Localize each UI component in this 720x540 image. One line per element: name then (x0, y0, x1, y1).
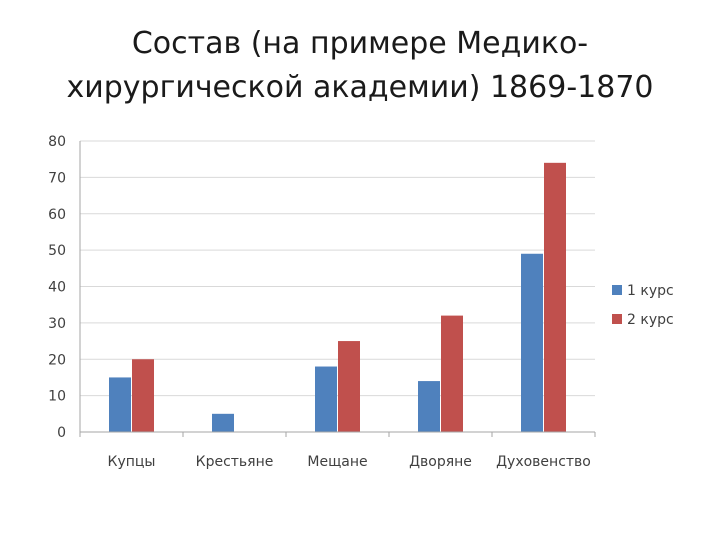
y-tick-label: 10 (48, 389, 66, 405)
y-tick-label: 30 (48, 316, 66, 332)
legend-label: 1 курс (627, 283, 674, 299)
legend-swatch (612, 285, 622, 295)
gridlines (80, 140, 595, 397)
y-tick-label: 0 (57, 425, 66, 441)
title-line-1: Состав (на примере Медико- (131, 26, 589, 61)
x-tick-label: Духовенство (496, 454, 591, 470)
bar (418, 381, 440, 432)
slide-title: Состав (на примере Медико- хирургической… (0, 22, 720, 110)
legend-label: 2 курс (627, 312, 674, 328)
y-axis-ticks: 0 10 20 30 40 50 60 70 80 (48, 134, 66, 441)
legend: 1 курс 2 курс (612, 283, 674, 328)
bar (109, 377, 131, 432)
y-tick-label: 80 (48, 134, 66, 150)
bar (441, 315, 463, 432)
x-tick-label: Купцы (108, 454, 156, 470)
y-tick-label: 20 (48, 352, 66, 368)
legend-swatch (612, 314, 622, 324)
bar (212, 413, 234, 432)
bar (338, 341, 360, 432)
y-tick-label: 70 (48, 170, 66, 186)
x-tick-label: Крестьяне (196, 454, 274, 470)
bar (544, 162, 566, 432)
title-line-2: хирургической академии) 1869-1870 (66, 70, 654, 105)
bar (315, 366, 337, 432)
x-axis-labels: Купцы Крестьяне Мещане Дворяне Духовенство (108, 454, 591, 470)
bars (109, 162, 566, 432)
bar (132, 359, 154, 432)
y-tick-label: 50 (48, 243, 66, 259)
x-tick-label: Дворяне (409, 454, 472, 470)
bar (521, 253, 543, 432)
x-tick-label: Мещане (307, 454, 367, 470)
y-tick-label: 60 (48, 207, 66, 223)
y-tick-label: 40 (48, 280, 66, 296)
axes (79, 141, 596, 437)
